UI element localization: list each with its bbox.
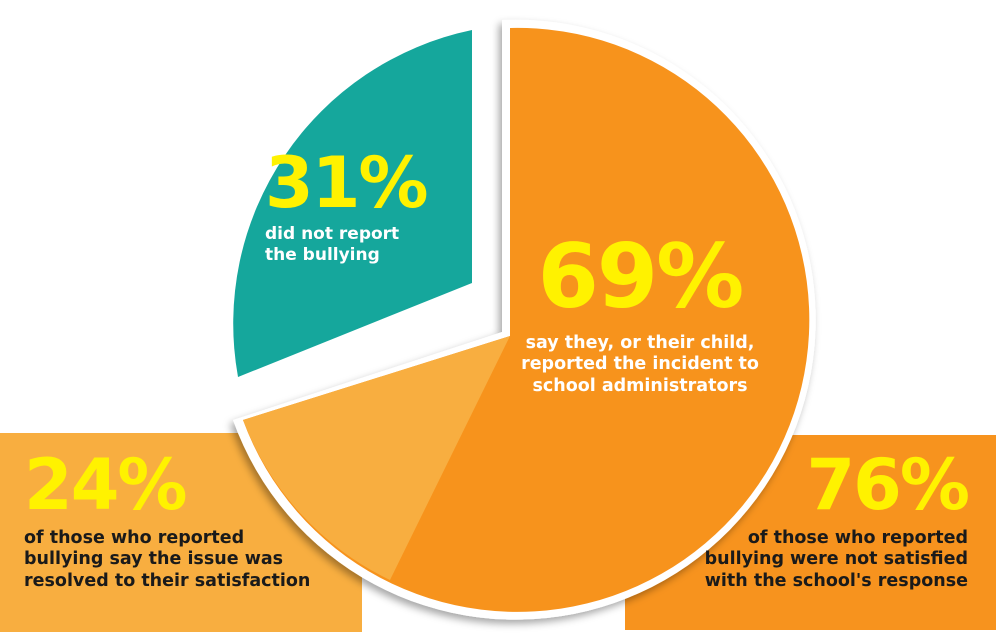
not-satisfied-label: 76% of those who reported bullying were … <box>640 444 970 592</box>
reported-text-line2: reported the incident to <box>521 354 759 375</box>
satisfied-label: 24% of those who reported bullying say t… <box>24 450 310 592</box>
not-satisfied-percent: 76% <box>806 444 970 526</box>
not-satisfied-text-line2: bullying were not satisfied <box>704 549 968 570</box>
satisfied-text-line2: bullying say the issue was <box>24 549 284 570</box>
pie-slice-not-reported <box>233 30 472 377</box>
not-satisfied-text-line1: of those who reported <box>747 528 968 548</box>
reported-percent: 69% <box>537 225 745 328</box>
reported-label: 69% say they, or their child, reported t… <box>515 233 765 397</box>
not-reported-text-line1: did not report <box>265 224 400 244</box>
reported-text-line1: say they, or their child, <box>525 333 755 353</box>
satisfied-percent: 24% <box>24 444 188 526</box>
reported-text-line3: school administrators <box>532 375 748 396</box>
not-reported-percent: 31% <box>265 142 429 224</box>
pie-subslice-satisfied <box>243 336 510 580</box>
satisfied-text-line1: of those who reported <box>24 528 245 548</box>
not-reported-label: 31% did not report the bullying <box>265 142 429 265</box>
satisfied-text-line3: resolved to their satisfaction <box>24 570 311 591</box>
not-reported-text-line2: the bullying <box>265 244 380 265</box>
not-satisfied-text-line3: with the school's response <box>704 570 968 591</box>
